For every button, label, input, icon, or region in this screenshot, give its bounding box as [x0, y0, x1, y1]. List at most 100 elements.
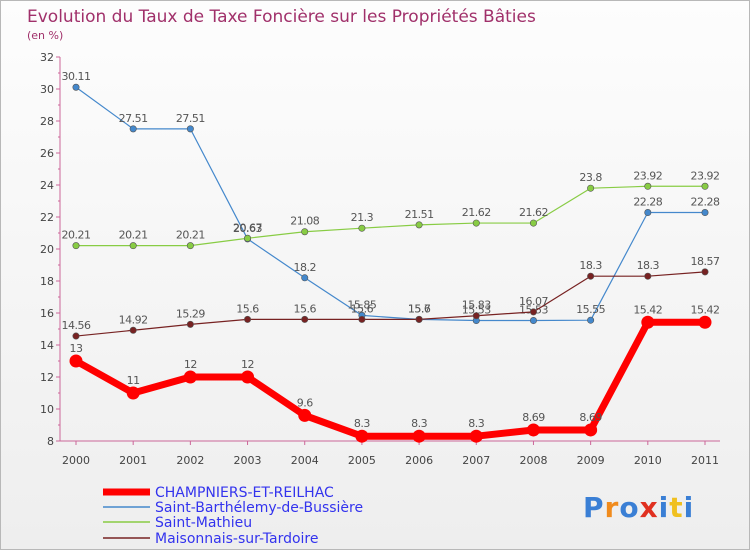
data-point — [72, 83, 80, 91]
logo-letter: i — [658, 491, 670, 524]
data-point — [298, 408, 312, 422]
proxiti-logo: Proxiti — [583, 491, 694, 524]
data-label: 15.6 — [236, 302, 259, 315]
data-label: 15.42 — [633, 303, 662, 316]
data-point — [355, 429, 369, 443]
data-label: 15.53 — [462, 304, 491, 317]
data-point — [469, 429, 483, 443]
data-point — [529, 317, 537, 325]
axes: 8 10 12 14 16 18 20 22 24 26 28 30 32 2000 2001 2002 200… — [40, 51, 720, 467]
data-point — [186, 125, 194, 133]
data-label: 30.11 — [62, 70, 91, 83]
data-point — [129, 242, 137, 250]
x-tick-label: 2002 — [176, 454, 204, 467]
chart-title: Evolution du Taux de Taxe Foncière sur l… — [27, 7, 536, 27]
logo-letter: i — [683, 491, 695, 524]
data-point — [183, 370, 197, 384]
data-label: 8.3 — [468, 417, 484, 430]
data-point — [472, 219, 480, 227]
y-tick-label: 24 — [40, 179, 54, 192]
data-label: 8.69 — [579, 411, 602, 424]
data-point — [301, 274, 309, 282]
y-tick-label: 10 — [40, 403, 54, 416]
legend: CHAMPNIERS-ET-REILHACSaint-Barthélemy-de… — [103, 485, 363, 547]
x-tick-label: 2008 — [519, 454, 547, 467]
data-label: 15.7 — [408, 302, 431, 315]
data-label: 21.62 — [519, 206, 548, 219]
x-tick-label: 2010 — [634, 454, 662, 467]
y-tick-label: 26 — [40, 147, 54, 160]
data-label: 23.92 — [691, 169, 720, 182]
data-point — [358, 224, 366, 232]
data-label: 15.85 — [347, 298, 376, 311]
data-label: 15.55 — [576, 303, 605, 316]
logo-letter: x — [639, 491, 659, 524]
y-tick-label: 16 — [40, 307, 54, 320]
data-point — [701, 268, 709, 276]
data-point — [301, 228, 309, 236]
data-point — [587, 184, 595, 192]
data-label: 12 — [241, 358, 254, 371]
data-label: 15.42 — [691, 303, 720, 316]
data-point — [472, 312, 480, 320]
data-label: 23.92 — [633, 169, 662, 182]
data-label: 20.67 — [233, 221, 262, 234]
logo-letter: o — [619, 491, 640, 524]
x-tick-label: 2006 — [405, 454, 433, 467]
data-label: 27.51 — [176, 112, 205, 125]
y-tick-label: 14 — [40, 339, 54, 352]
data-point — [186, 242, 194, 250]
data-label: 8.3 — [411, 417, 427, 430]
data-label: 11 — [127, 374, 140, 387]
data-point — [526, 423, 540, 437]
data-point — [301, 315, 309, 323]
x-tick-label: 2005 — [348, 454, 376, 467]
y-tick-label: 22 — [40, 211, 54, 224]
data-label: 21.08 — [290, 215, 319, 228]
data-point — [644, 272, 652, 280]
data-point — [587, 316, 595, 324]
data-label: 8.3 — [354, 417, 370, 430]
series-line — [75, 271, 706, 337]
series-line — [75, 86, 705, 322]
data-point — [358, 315, 366, 323]
data-label: 20.21 — [119, 229, 148, 242]
data-point — [529, 308, 537, 316]
data-label: 15.6 — [293, 302, 316, 315]
data-label: 21.62 — [462, 206, 491, 219]
data-label: 9.6 — [297, 396, 313, 409]
data-point — [698, 315, 712, 329]
data-label: 23.8 — [579, 171, 602, 184]
legend-label: Maisonnais-sur-Tardoire — [155, 531, 319, 547]
x-tick-label: 2003 — [234, 454, 262, 467]
data-label: 21.51 — [405, 208, 434, 221]
data-point — [415, 221, 423, 229]
y-tick-label: 18 — [40, 275, 54, 288]
data-point — [244, 234, 252, 242]
logo-letter: P — [583, 491, 605, 524]
data-label: 18.3 — [637, 259, 660, 272]
data-label: 8.69 — [522, 411, 545, 424]
data-point — [244, 315, 252, 323]
data-label: 20.63 — [233, 222, 262, 235]
series-line — [76, 185, 705, 247]
data-label: 21.3 — [351, 211, 374, 224]
data-label: 14.92 — [119, 313, 148, 326]
x-tick-label: 2009 — [577, 454, 605, 467]
data-label: 18.57 — [691, 255, 720, 268]
data-point — [529, 219, 537, 227]
data-point — [126, 386, 140, 400]
data-label: 18.3 — [579, 259, 602, 272]
data-point — [129, 125, 137, 133]
data-point — [584, 423, 598, 437]
data-point — [129, 326, 137, 334]
legend-label: Saint-Mathieu — [155, 515, 252, 531]
y-tick-label: 8 — [47, 435, 54, 448]
data-label: 15.29 — [176, 307, 205, 320]
data-label: 18.2 — [293, 261, 316, 274]
y-tick-label: 28 — [40, 115, 54, 128]
data-label: 15.6 — [351, 302, 374, 315]
data-point — [69, 354, 83, 368]
